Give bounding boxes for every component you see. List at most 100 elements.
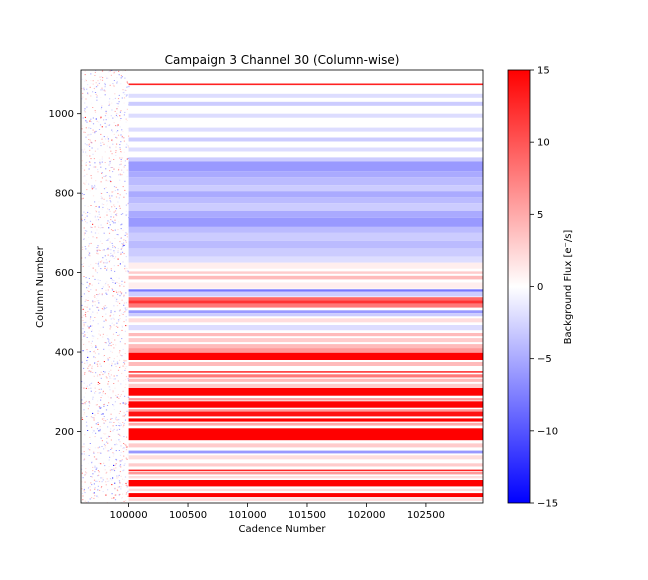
noise-pixel bbox=[123, 406, 125, 408]
noise-pixel bbox=[115, 467, 117, 469]
noise-pixel bbox=[107, 114, 109, 116]
noise-pixel bbox=[112, 222, 115, 224]
noise-pixel bbox=[123, 302, 126, 304]
y-tick-label: 800 bbox=[55, 189, 74, 200]
column-band bbox=[128, 344, 483, 349]
noise-pixel bbox=[99, 82, 101, 84]
noise-pixel bbox=[98, 293, 101, 295]
chart-title: Campaign 3 Channel 30 (Column-wise) bbox=[165, 53, 400, 67]
noise-pixel bbox=[123, 500, 125, 502]
noise-pixel bbox=[82, 403, 84, 405]
noise-pixel bbox=[117, 106, 119, 107]
noise-pixel bbox=[126, 169, 128, 171]
noise-pixel bbox=[91, 188, 93, 190]
noise-pixel bbox=[89, 145, 91, 147]
noise-pixel bbox=[82, 308, 84, 310]
column-band bbox=[128, 127, 483, 132]
noise-pixel bbox=[96, 294, 98, 295]
noise-pixel bbox=[119, 434, 121, 436]
noise-pixel bbox=[98, 300, 100, 302]
noise-pixel bbox=[126, 268, 128, 269]
noise-pixel bbox=[96, 467, 98, 469]
noise-pixel bbox=[84, 230, 86, 231]
noise-pixel bbox=[120, 424, 122, 426]
noise-pixel bbox=[102, 286, 104, 288]
noise-pixel bbox=[108, 386, 110, 388]
noise-pixel bbox=[105, 175, 107, 177]
noise-pixel bbox=[118, 334, 120, 336]
noise-pixel bbox=[108, 195, 111, 197]
noise-pixel bbox=[111, 139, 113, 141]
noise-pixel bbox=[119, 441, 121, 443]
noise-pixel bbox=[89, 384, 91, 386]
noise-pixel bbox=[83, 343, 85, 345]
noise-pixel bbox=[111, 397, 113, 398]
noise-pixel bbox=[83, 182, 85, 184]
noise-pixel bbox=[98, 249, 100, 251]
noise-pixel bbox=[124, 366, 126, 368]
noise-pixel bbox=[82, 151, 84, 153]
column-band bbox=[128, 310, 483, 314]
noise-pixel bbox=[110, 449, 112, 450]
noise-pixel bbox=[89, 449, 91, 451]
noise-pixel bbox=[113, 422, 115, 423]
noise-pixel bbox=[85, 468, 87, 470]
noise-pixel bbox=[126, 486, 128, 488]
noise-pixel bbox=[114, 378, 116, 380]
noise-pixel bbox=[124, 189, 126, 191]
noise-pixel bbox=[90, 313, 93, 315]
noise-pixel bbox=[111, 102, 113, 104]
noise-pixel bbox=[122, 186, 124, 188]
noise-pixel bbox=[116, 444, 118, 446]
noise-pixel bbox=[92, 223, 94, 225]
noise-pixel bbox=[91, 497, 93, 499]
noise-pixel bbox=[88, 265, 90, 267]
noise-pixel bbox=[105, 320, 107, 322]
noise-pixel bbox=[85, 179, 87, 181]
noise-pixel bbox=[100, 437, 102, 439]
noise-pixel bbox=[117, 201, 119, 203]
noise-pixel bbox=[100, 195, 102, 197]
noise-pixel bbox=[97, 246, 99, 248]
noise-pixel bbox=[85, 152, 87, 154]
noise-pixel bbox=[108, 374, 110, 376]
noise-pixel bbox=[99, 407, 101, 409]
noise-pixel bbox=[121, 246, 123, 248]
noise-pixel bbox=[103, 90, 105, 92]
noise-pixel bbox=[90, 416, 92, 418]
noise-pixel bbox=[91, 232, 93, 234]
noise-pixel bbox=[86, 362, 88, 364]
noise-pixel bbox=[116, 137, 118, 139]
noise-pixel bbox=[104, 393, 106, 395]
noise-pixel bbox=[124, 343, 126, 345]
noise-pixel bbox=[113, 470, 116, 472]
noise-pixel bbox=[102, 373, 104, 375]
noise-pixel bbox=[103, 232, 105, 234]
noise-pixel bbox=[124, 111, 126, 113]
noise-pixel bbox=[94, 317, 96, 318]
noise-pixel bbox=[86, 337, 88, 338]
noise-pixel bbox=[106, 214, 108, 216]
noise-pixel bbox=[98, 474, 100, 476]
noise-pixel bbox=[81, 214, 83, 216]
noise-pixel bbox=[111, 362, 113, 364]
noise-pixel bbox=[89, 139, 91, 141]
noise-pixel bbox=[84, 74, 86, 76]
noise-pixel bbox=[122, 71, 124, 73]
noise-pixel bbox=[121, 338, 123, 340]
noise-pixel bbox=[104, 162, 106, 163]
noise-pixel bbox=[86, 385, 88, 387]
noise-pixel bbox=[105, 494, 107, 496]
noise-pixel bbox=[88, 139, 90, 140]
noise-pixel bbox=[102, 129, 104, 131]
noise-pixel bbox=[84, 232, 86, 234]
column-band bbox=[128, 348, 483, 353]
noise-pixel bbox=[90, 390, 92, 392]
noise-pixel bbox=[110, 397, 112, 399]
noise-pixel bbox=[83, 396, 85, 398]
noise-pixel bbox=[123, 436, 125, 438]
noise-pixel bbox=[121, 280, 123, 282]
noise-pixel bbox=[109, 255, 112, 257]
noise-pixel bbox=[97, 225, 99, 227]
noise-pixel bbox=[88, 370, 90, 372]
